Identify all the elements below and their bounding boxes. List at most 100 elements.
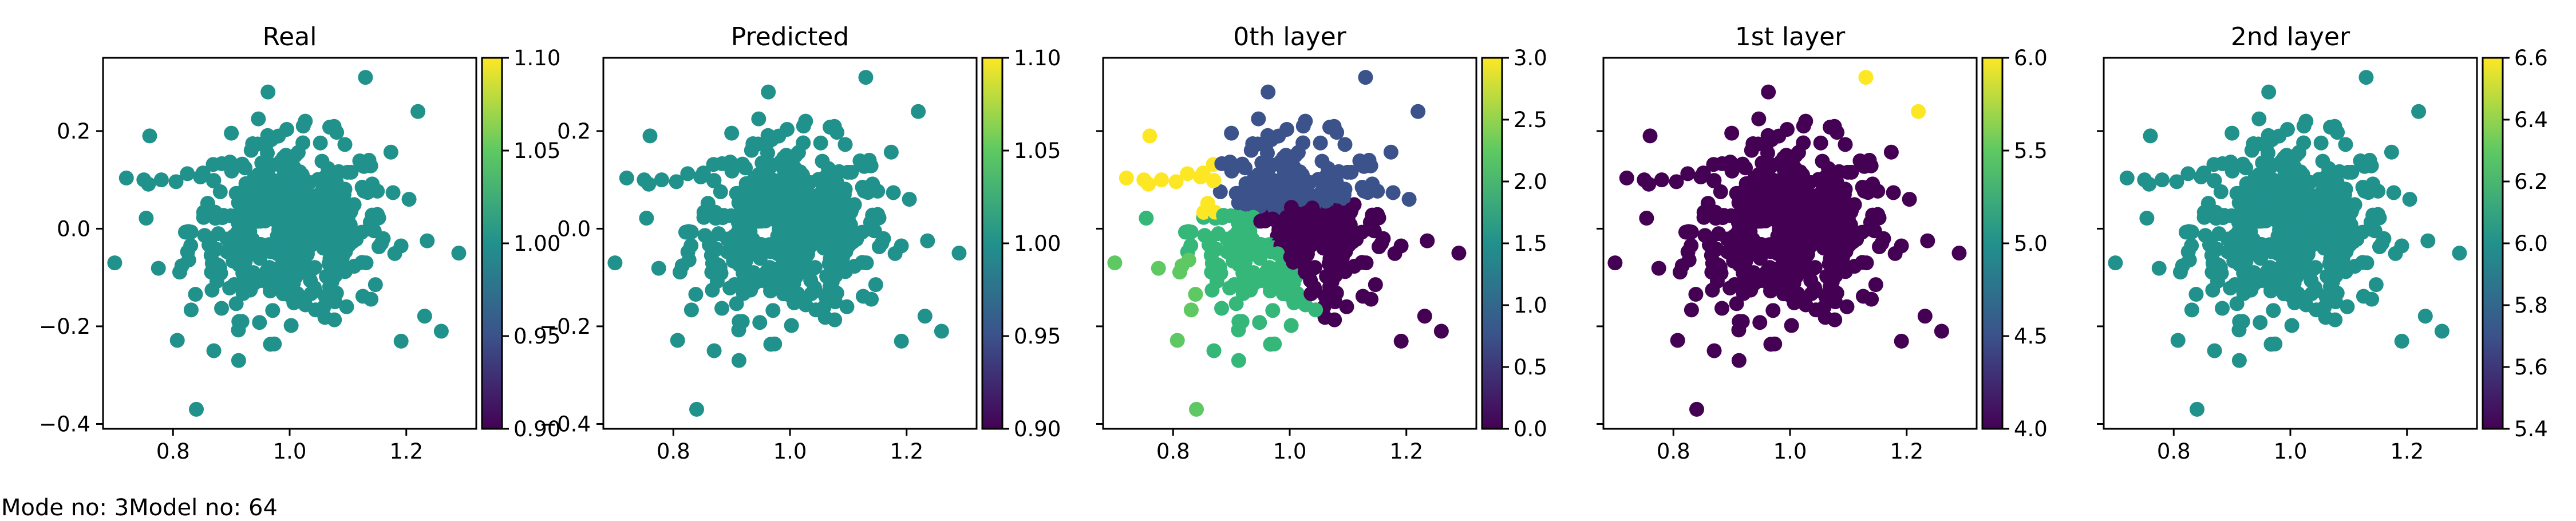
scatter-point	[760, 271, 776, 286]
scatter-point	[340, 214, 355, 230]
scatter-point	[2296, 135, 2312, 151]
scatter-point	[240, 282, 255, 298]
scatter-point	[744, 143, 759, 158]
scatter-point	[1136, 172, 1152, 188]
scatter-point	[1283, 249, 1298, 265]
scatter-point	[1251, 167, 1266, 182]
colorbar-tick-label: 6.2	[2514, 169, 2548, 194]
scatter-point	[1212, 184, 1228, 199]
scatter-point	[2184, 238, 2199, 253]
scatter-point	[734, 314, 750, 329]
scatter-point	[283, 249, 298, 265]
scatter-point	[951, 246, 967, 261]
scatter-point	[1411, 104, 1426, 119]
scatter-point	[2304, 286, 2320, 302]
scatter-point	[680, 166, 696, 181]
scatter-point	[1813, 135, 1828, 151]
scatter-point	[1868, 277, 1883, 293]
chart-panel-4: 1st layer 0.8 1.0 1.2 4.0 4.5 5.0 5.5 6.0	[1597, 22, 2048, 464]
scatter-point	[1326, 236, 1341, 252]
scatter-point	[2204, 248, 2219, 263]
scatter-point	[2213, 184, 2229, 199]
scatter-point	[2239, 176, 2254, 191]
scatter-point	[1784, 200, 1799, 215]
scatter-point	[1739, 176, 1754, 191]
scatter-point	[298, 216, 314, 232]
scatter-point	[1371, 210, 1386, 226]
scatter-point	[812, 188, 827, 204]
colorbar-tick-label: 5.4	[2514, 417, 2548, 441]
y-tick-label: −0.2	[539, 314, 591, 339]
scatter-point	[2108, 255, 2123, 271]
scatter-point	[1189, 401, 1204, 417]
scatter-point	[326, 236, 341, 252]
scatter-point	[1183, 238, 1199, 253]
footer-text: Mode no: 3Model no: 64	[1, 495, 278, 521]
scatter-point	[2139, 211, 2155, 226]
scatter-point	[2326, 236, 2342, 252]
scatter-point	[1788, 176, 1804, 191]
scatter-point	[784, 318, 799, 333]
scatter-point	[327, 312, 342, 327]
scatter-point	[1298, 216, 1314, 232]
scatter-point	[1263, 337, 1278, 352]
scatter-point	[1830, 125, 1845, 140]
scatter-point	[1251, 111, 1266, 127]
scatter-point	[295, 135, 311, 151]
scatter-point	[1714, 156, 1730, 171]
scatter-point	[1793, 294, 1809, 309]
scatter-point	[1240, 282, 1255, 298]
scatter-point	[263, 283, 278, 299]
scatter-point	[204, 265, 219, 280]
scatter-point	[2253, 315, 2268, 330]
scatter-point	[1295, 135, 1311, 151]
scatter-point	[2328, 294, 2344, 310]
scatter-point	[2236, 266, 2251, 281]
scatter-point	[1238, 176, 1254, 191]
scatter-point	[1911, 104, 1926, 119]
scatter-point	[2238, 196, 2254, 212]
scatter-point	[651, 260, 666, 276]
scatter-point	[1181, 252, 1196, 268]
colorbar-tick-label: 0.90	[1014, 417, 1061, 441]
scatter-point	[871, 210, 887, 226]
scatter-point	[2340, 299, 2355, 314]
scatter-point	[2170, 333, 2186, 348]
scatter-point	[2328, 312, 2343, 327]
scatter-point	[1356, 159, 1372, 174]
chart-title: 0th layer	[1233, 22, 1346, 52]
scatter-point	[2234, 246, 2249, 261]
scatter-point	[118, 170, 134, 185]
scatter-point	[1702, 234, 1718, 249]
scatter-point	[1752, 315, 1768, 330]
scatter-point	[1292, 164, 1307, 180]
scatter-point	[1142, 128, 1157, 144]
scatter-point	[672, 265, 688, 280]
scatter-point	[153, 172, 169, 188]
scatter-point	[829, 125, 845, 140]
scatter-point	[783, 249, 799, 265]
scatter-point	[1835, 250, 1850, 266]
scatter-point	[1243, 143, 1259, 158]
scatter-point	[1153, 172, 1169, 188]
scatter-point	[271, 128, 286, 144]
scatter-point	[1236, 229, 1251, 244]
scatter-point	[1204, 265, 1219, 280]
scatter-point	[265, 303, 280, 318]
y-tick-label: 0.0	[57, 216, 90, 241]
scatter-point	[785, 271, 800, 287]
scatter-point	[799, 216, 814, 232]
scatter-point	[1681, 252, 1697, 268]
scatter-point	[1339, 299, 1354, 314]
chart-title: 1st layer	[1735, 22, 1846, 52]
scatter-point	[1917, 309, 1933, 324]
x-tick-label: 1.0	[273, 439, 307, 464]
scatter-point	[2154, 172, 2170, 188]
colorbar-tick-label: 4.0	[2014, 417, 2048, 441]
scatter-point	[2151, 260, 2167, 276]
colorbar-tick-label: 6.0	[2514, 231, 2548, 256]
colorbar-tick-label: 6.6	[2514, 46, 2548, 70]
scatter-point	[2417, 309, 2433, 324]
